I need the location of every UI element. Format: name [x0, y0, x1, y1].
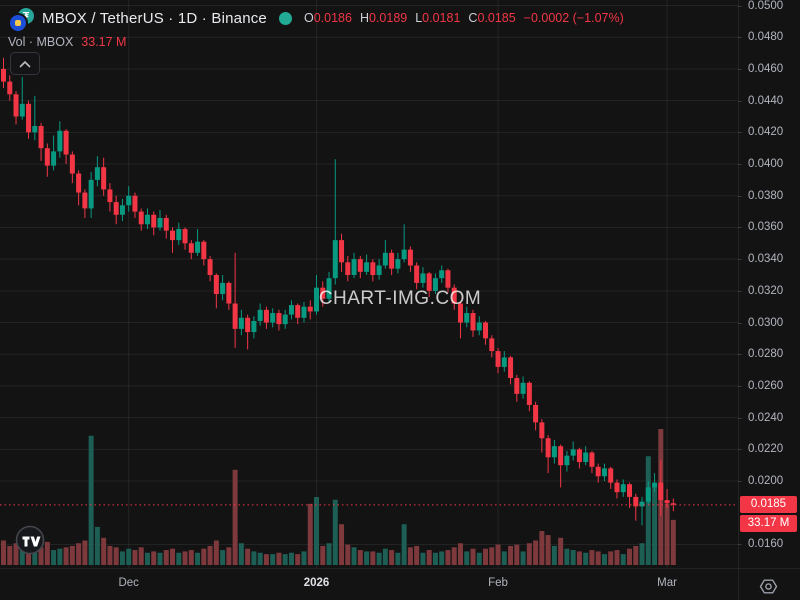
symbol-title[interactable]: MBOX / TetherUS · 1D · Binance [42, 9, 267, 27]
pair-logo-icon: ₮ [8, 7, 36, 33]
price-axis-label: 0.0220 [748, 443, 784, 456]
chevron-up-icon [19, 60, 31, 67]
legend-collapse-button[interactable] [10, 52, 40, 75]
low-label: L [415, 11, 423, 25]
price-axis-tick [738, 259, 742, 261]
time-axis-label: 2026 [303, 577, 330, 589]
price-axis-label: 0.0500 [748, 0, 784, 12]
open-value: 0.0186 [313, 11, 352, 25]
price-axis-label: 0.0200 [748, 475, 784, 488]
close-label: C [468, 11, 478, 25]
time-axis[interactable]: Dec 2026 Feb Mar [0, 569, 738, 600]
mbox-logo-icon [8, 13, 28, 33]
price-axis-label: 0.0320 [748, 284, 784, 297]
volume-indicator-value: 33.17 M [81, 35, 127, 49]
price-axis-label: 0.0380 [748, 189, 784, 202]
settings-hexagon-icon [759, 579, 777, 593]
axis-separator-vertical [738, 0, 739, 600]
price-axis-tick [738, 5, 742, 7]
price-axis-label: 0.0460 [748, 62, 784, 75]
high-value: 0.0189 [368, 11, 408, 25]
price-axis-tick [738, 385, 742, 387]
price-axis-label: 0.0300 [748, 316, 784, 329]
price-axis-tick [738, 100, 742, 102]
low-value: 0.0181 [422, 11, 461, 25]
axis-separator-horizontal [0, 568, 800, 569]
chart-pane[interactable]: CHART-IMG.COM [0, 0, 738, 568]
price-axis-label: 0.0280 [748, 348, 784, 361]
last-volume-badge: 33.17 M [740, 515, 797, 533]
close-value: 0.0185 [477, 11, 516, 25]
volume-indicator-label[interactable]: Vol · MBOX [8, 35, 74, 49]
price-axis-label: 0.0360 [748, 221, 784, 234]
price-axis-tick [738, 68, 742, 70]
price-axis-label: 0.0400 [748, 158, 784, 171]
open-label: O [303, 11, 314, 25]
price-axis-tick [738, 354, 742, 356]
price-axis-tick [738, 132, 742, 134]
time-axis-label: Mar [657, 577, 677, 589]
price-axis-tick [738, 227, 742, 229]
high-label: H [359, 11, 369, 25]
last-price-badge: 0.0185 [740, 496, 797, 514]
market-status-dot [278, 11, 292, 25]
price-axis-label: 0.0240 [748, 411, 784, 424]
price-axis-tick [738, 195, 742, 197]
chart-legend: ₮ MBOX / TetherUS · 1D · Binance O0.0186… [8, 6, 624, 52]
price-axis-tick [738, 449, 742, 451]
price-axis-tick [738, 544, 742, 546]
price-axis-label: 0.0160 [748, 538, 784, 551]
price-axis-tick [738, 417, 742, 419]
price-axis[interactable]: 0.0185 33.17 M 0.0500 0.0480 0.0460 0.0440 0… [738, 0, 800, 568]
price-axis-label: 0.0480 [748, 31, 784, 44]
price-axis-label: 0.0340 [748, 253, 784, 266]
price-axis-tick [738, 322, 742, 324]
ohlc-readout: O0.0186 H0.0189 L0.0181 C0.0185 −0.0002 … [304, 11, 624, 25]
candlestick-chart-canvas[interactable] [0, 0, 738, 568]
price-axis-tick [738, 481, 742, 483]
time-axis-label: Feb [488, 577, 508, 589]
price-axis-tick [738, 164, 742, 166]
price-axis-tick [738, 290, 742, 292]
price-axis-tick [738, 37, 742, 39]
tradingview-logo[interactable] [14, 524, 46, 556]
price-axis-label: 0.0260 [748, 379, 784, 392]
chart-settings-button[interactable] [752, 575, 784, 597]
price-axis-label: 0.0440 [748, 94, 784, 107]
price-axis-label: 0.0420 [748, 126, 784, 139]
time-axis-label: Dec [118, 577, 139, 589]
change-value: −0.0002 (−1.07%) [523, 11, 624, 25]
